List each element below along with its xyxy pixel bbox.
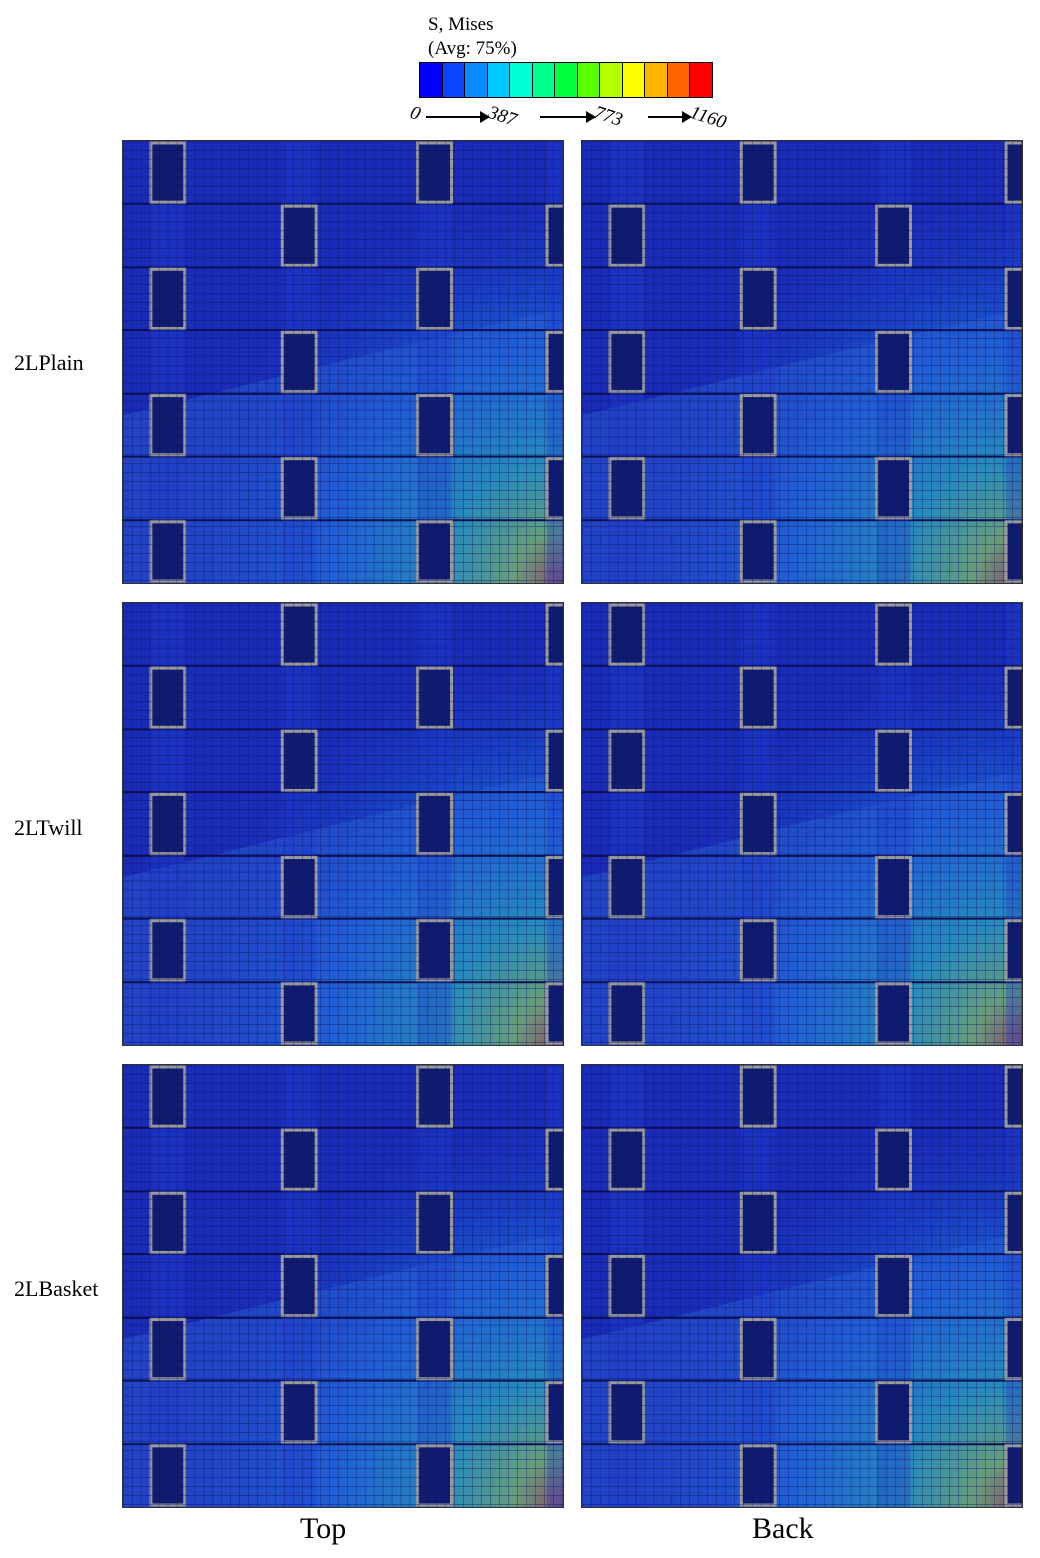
panel-plain-top (122, 140, 564, 584)
colorbar-swatch (487, 63, 511, 97)
arrow-2 (540, 111, 596, 123)
colorbar-swatch (510, 63, 533, 97)
legend-title-line2: (Avg: 75%) (428, 38, 517, 59)
tick-label-773: 773 (591, 102, 626, 131)
legend-title-line1: S, Mises (428, 14, 494, 35)
arrow-1 (426, 111, 490, 123)
row-label-twill: 2LTwill (14, 815, 83, 840)
colorbar-swatch (420, 63, 443, 97)
colorbar-swatch (667, 63, 691, 97)
panel-twill-back (581, 602, 1023, 1046)
colorbar-swatch (690, 63, 712, 97)
stress-contour-image (123, 1065, 563, 1507)
colorbar-swatch (577, 63, 601, 97)
column-label-back: Back (752, 1512, 814, 1545)
tick-label-0: 0 (407, 102, 424, 125)
colorbar-swatch (600, 63, 623, 97)
tick-label-1160: 1160 (687, 102, 729, 134)
colorbar-swatch (532, 63, 556, 97)
row-label-plain: 2LPlain (14, 350, 84, 375)
stress-contour-image (582, 1065, 1022, 1507)
colorbar-swatch (555, 63, 578, 97)
row-label-basket: 2LBasket (14, 1276, 99, 1301)
tick-label-387: 387 (485, 102, 520, 131)
stress-contour-image (123, 141, 563, 583)
stress-contour-image (582, 141, 1022, 583)
stress-contour-image (123, 603, 563, 1045)
colorbar-swatch (622, 63, 646, 97)
panel-twill-top (122, 602, 564, 1046)
arrow-3 (648, 111, 692, 123)
panel-plain-back (581, 140, 1023, 584)
panel-basket-back (581, 1064, 1023, 1508)
colorbar (419, 62, 713, 98)
panel-basket-top (122, 1064, 564, 1508)
colorbar-swatch (442, 63, 466, 97)
colorbar-swatch (465, 63, 488, 97)
stress-contour-image (582, 603, 1022, 1045)
column-label-top: Top (300, 1512, 347, 1545)
colorbar-swatch (645, 63, 668, 97)
